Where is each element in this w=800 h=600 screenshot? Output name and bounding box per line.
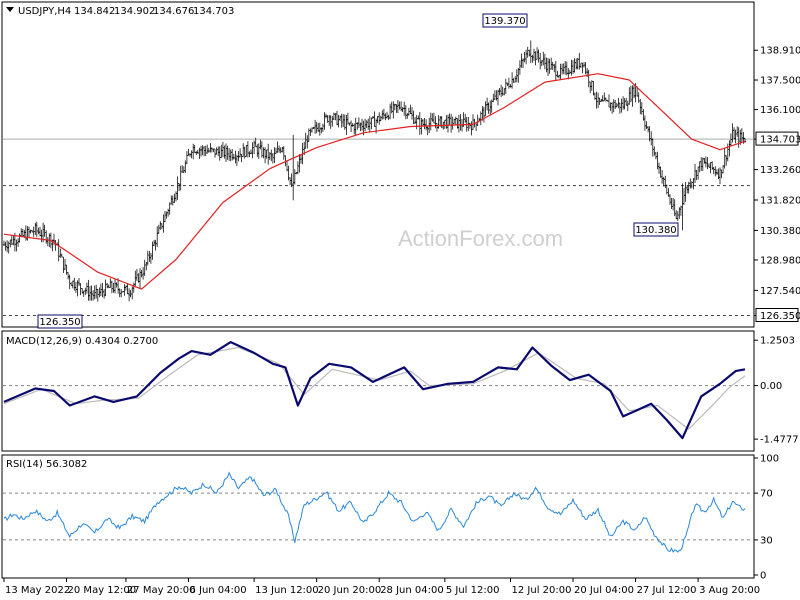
macd-tick-label: 1.2503 [760, 336, 795, 347]
macd-tick-label: -1.4777 [760, 435, 799, 446]
annotation-label-126.350: 126.350 [39, 317, 80, 328]
macd-series: 1.2503 0.00 -1.4777 [3, 336, 799, 446]
time-tick-label: 13 Jun 12:00 [255, 585, 319, 596]
rsi-line [3, 471, 746, 553]
macd-tick-label: 0.00 [760, 381, 782, 392]
price-tick-label: 128.980 [760, 255, 800, 266]
annotation-box-130.380 [633, 222, 679, 237]
moving-average [3, 73, 746, 290]
rsi-tick-label: 30 [760, 535, 773, 546]
ohlc-close: 134.703 [193, 6, 234, 17]
ohlc-bar [743, 137, 747, 143]
price-tick-label: 127.540 [760, 286, 800, 297]
rsi-tick-label: 100 [760, 454, 779, 465]
price-tick-label: 137.500 [760, 76, 800, 87]
annotation-label-139.370: 139.370 [484, 16, 525, 27]
rsi-label: RSI(14) 56.3082 [6, 459, 87, 470]
rsi-series: 100 70 30 0 [3, 454, 779, 582]
annotation-label-130.380: 130.380 [635, 225, 676, 236]
time-tick-label: 20 Jun 20:00 [318, 585, 382, 596]
time-tick-label: 6 Jun 04:00 [189, 585, 246, 596]
price-tick-label: 131.820 [760, 195, 800, 206]
dropdown-triangle-icon [6, 7, 14, 12]
time-tick-label: 5 Jul 12:00 [446, 585, 500, 596]
ohlc-low: 134.676 [153, 6, 194, 17]
price-tick-label: 136.100 [760, 105, 800, 116]
annotation-box-126.350 [37, 314, 83, 329]
price-tick-label: 138.910 [760, 46, 800, 57]
price-bars [2, 40, 747, 302]
annotation-box-139.370 [482, 13, 528, 28]
symbol-label: USDJPY,H4 [18, 6, 71, 17]
macd-line [3, 341, 746, 440]
price-tag-box-126.350 [755, 307, 799, 322]
ohlc-open: 134.842 [74, 6, 115, 17]
rsi-panel-frame [1, 454, 755, 579]
price-tick-label: 133.260 [760, 165, 800, 176]
time-tick-label: 27 May 20:00 [127, 585, 196, 596]
watermark-text: ActionForex.com [398, 226, 563, 251]
price-tick-label: 130.380 [760, 226, 800, 237]
price-tick-label: 126.350 [760, 311, 800, 322]
price-tick-label: 134.703 [760, 135, 800, 146]
price-tag-box-134.703 [755, 131, 799, 146]
time-tick-label: 20 Jul 04:00 [574, 585, 634, 596]
moving-average-line [3, 73, 746, 290]
macd-panel-frame [1, 330, 755, 452]
horizontal-levels [3, 138, 753, 316]
ohlc-high: 134.902 [114, 6, 155, 17]
time-tick-label: 12 Jul 20:00 [512, 585, 572, 596]
time-tick-label: 28 Jun 04:00 [380, 585, 444, 596]
time-tick-label: 13 May 2022 [5, 585, 70, 596]
time-tick-label: 27 Jul 12:00 [637, 585, 697, 596]
macd-signal-line [3, 346, 746, 430]
price-header: USDJPY,H4 134.842 134.902 134.676 134.70… [6, 6, 234, 17]
rsi-tick-label: 0 [760, 571, 766, 582]
price-annotations: 139.370 130.380 126.350 [37, 13, 679, 329]
time-tick-label: 3 Aug 20:00 [699, 585, 760, 596]
rsi-tick-label: 70 [760, 489, 773, 500]
price-y-axis: 138.910 137.500 136.100 134.703 133.260 131.8… [754, 46, 800, 322]
macd-label: MACD(12,26,9) 0.4304 0.2700 [6, 336, 158, 347]
price-panel-frame [1, 1, 755, 328]
time-tick-label: 20 May 12:00 [68, 585, 137, 596]
